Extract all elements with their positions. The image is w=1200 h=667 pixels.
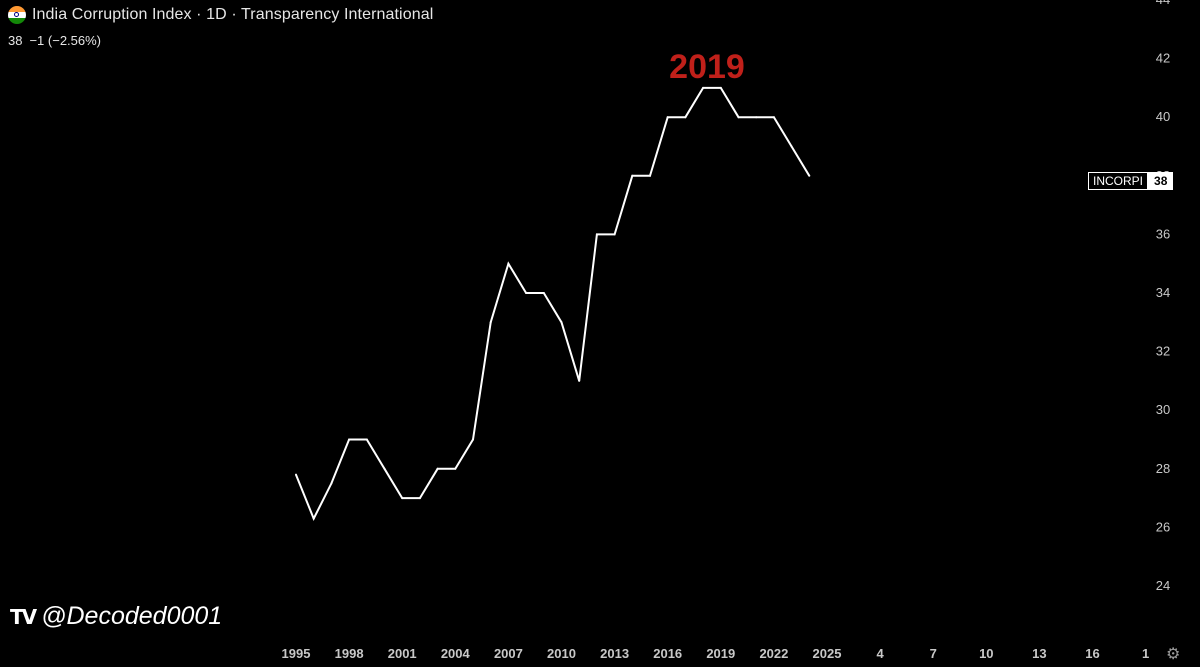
data-point: [542, 292, 545, 294]
x-tick-label: 1995: [282, 646, 311, 661]
price-change: −1 (−2.56%): [29, 33, 102, 48]
data-point: [383, 467, 386, 470]
data-point: [489, 321, 492, 324]
data-point: [507, 262, 510, 265]
data-point: [312, 517, 315, 520]
data-point: [525, 292, 528, 294]
data-point: [365, 438, 368, 441]
x-tick-label: 2013: [600, 646, 629, 661]
y-tick-label: 40: [1156, 109, 1170, 124]
watermark-handle: @Decoded0001: [41, 602, 223, 630]
data-point: [808, 174, 811, 177]
data-point: [702, 86, 705, 89]
y-tick-label: 26: [1156, 519, 1170, 534]
data-point: [560, 321, 563, 324]
data-point: [436, 467, 439, 470]
data-point: [401, 497, 404, 500]
price-badge: INCORPI 38: [1088, 172, 1174, 190]
x-tick-label: 1998: [335, 646, 364, 661]
symbol-value: 38: [1148, 172, 1174, 190]
last-value: 38: [8, 33, 23, 48]
series-layer: [295, 86, 811, 522]
chart-title: India Corruption Index · 1D · Transparen…: [32, 6, 434, 23]
data-point: [348, 438, 351, 441]
x-tick-label: 4: [876, 646, 884, 661]
data-point: [454, 467, 457, 470]
y-tick-label: 44: [1156, 0, 1170, 7]
x-tick-label: 16: [1085, 646, 1099, 661]
india-flag-icon: [8, 6, 26, 24]
watermark: TV @Decoded0001: [10, 602, 222, 631]
x-tick-label: 2019: [706, 646, 735, 661]
annotation-label: 2019: [669, 48, 745, 86]
data-point: [613, 233, 616, 236]
data-point: [578, 379, 581, 382]
y-tick-label: 24: [1156, 578, 1170, 593]
x-tick-label: 1: [1142, 646, 1149, 661]
data-point: [631, 174, 634, 177]
y-tick-label: 30: [1156, 402, 1170, 417]
data-point: [330, 482, 333, 485]
x-tick-label: 10: [979, 646, 993, 661]
x-tick-label: 2022: [759, 646, 788, 661]
symbol-label: INCORPI: [1088, 172, 1149, 190]
data-point: [418, 497, 421, 500]
data-point: [755, 116, 758, 119]
data-point: [790, 145, 793, 148]
data-point: [684, 116, 687, 119]
data-point: [472, 438, 474, 441]
data-point: [666, 116, 669, 119]
y-tick-label: 34: [1156, 285, 1170, 300]
x-tick-label: 13: [1032, 646, 1046, 661]
x-tick-label: 2004: [441, 646, 471, 661]
tradingview-logo-icon: TV: [10, 604, 37, 629]
x-tick-label: 2001: [388, 646, 417, 661]
x-tick-label: 7: [930, 646, 937, 661]
data-point: [595, 233, 598, 236]
x-tick-label: 2010: [547, 646, 576, 661]
data-point: [649, 174, 651, 177]
x-tick-label: 2016: [653, 646, 682, 661]
y-axis: 2426283032343638404244: [1156, 0, 1170, 593]
data-point: [737, 116, 740, 119]
y-tick-label: 36: [1156, 226, 1170, 241]
x-tick-label: 2025: [813, 646, 842, 661]
x-axis: 1995 1998 2001 2004 2007 2010 2013 2016 2019 2022…: [282, 646, 1150, 661]
chart-header: India Corruption Index · 1D · Transparen…: [8, 6, 433, 24]
price-summary: 38 −1 (−2.56%): [8, 33, 101, 48]
data-point: [295, 473, 297, 476]
x-tick-label: 2007: [494, 646, 523, 661]
settings-gear-icon[interactable]: ⚙: [1166, 646, 1181, 663]
data-point: [719, 86, 722, 89]
y-tick-label: 42: [1156, 51, 1170, 66]
series-line: [295, 86, 811, 522]
y-tick-label: 32: [1156, 344, 1170, 359]
data-point: [772, 116, 775, 119]
y-tick-label: 28: [1156, 461, 1170, 476]
